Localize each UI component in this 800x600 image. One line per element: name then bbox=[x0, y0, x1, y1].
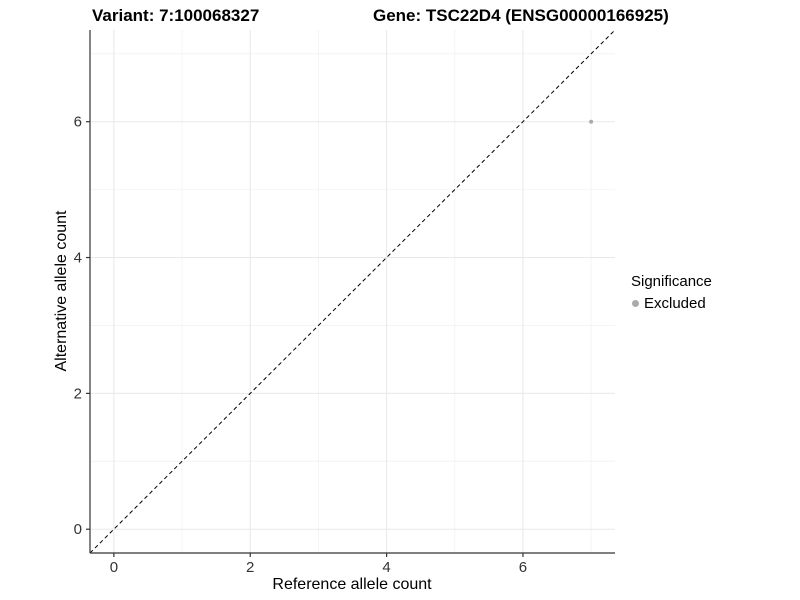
legend: Significance Excluded bbox=[631, 273, 712, 312]
y-tick-label: 4 bbox=[74, 250, 82, 267]
legend-item-excluded: Excluded bbox=[632, 295, 712, 312]
y-tick-label: 6 bbox=[74, 114, 82, 131]
variant-title: Variant: 7:100068327 bbox=[92, 6, 260, 25]
x-tick-label: 6 bbox=[519, 559, 527, 576]
x-tick-label: 4 bbox=[382, 559, 390, 576]
data-point bbox=[589, 119, 594, 124]
x-tick-label: 2 bbox=[246, 559, 254, 576]
y-tick-label: 0 bbox=[74, 521, 82, 538]
gene-title: Gene: TSC22D4 (ENSG00000166925) bbox=[373, 6, 669, 25]
excluded-dot-icon bbox=[632, 300, 639, 307]
legend-title: Significance bbox=[631, 273, 712, 290]
y-tick-label: 2 bbox=[74, 385, 82, 402]
x-axis-title: Reference allele count bbox=[272, 576, 432, 593]
y-axis-title: Alternative allele count bbox=[53, 210, 70, 372]
x-tick-label: 0 bbox=[110, 559, 118, 576]
identity-line bbox=[89, 29, 616, 554]
legend-item-label: Excluded bbox=[644, 295, 706, 312]
